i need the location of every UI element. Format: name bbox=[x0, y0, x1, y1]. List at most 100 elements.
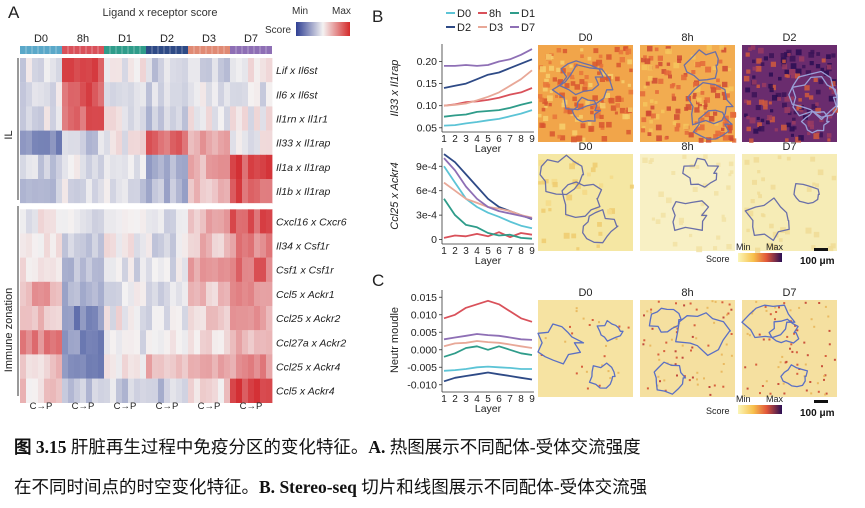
heatmap-cell bbox=[218, 378, 225, 403]
map-speckle bbox=[675, 331, 678, 334]
heatmap-cell bbox=[230, 154, 237, 180]
map-speckle bbox=[758, 333, 761, 336]
map-speckle bbox=[826, 133, 832, 138]
map-speckle bbox=[641, 57, 646, 63]
map-speckle bbox=[627, 107, 633, 112]
heatmap-cell bbox=[242, 130, 249, 155]
x-axis-label: Layer bbox=[475, 403, 502, 415]
score-legend: Min Max Score bbox=[265, 6, 351, 36]
map-speckle bbox=[694, 107, 700, 113]
heatmap-cell bbox=[260, 209, 267, 234]
heatmap-cell bbox=[176, 257, 183, 282]
heatmap-cell bbox=[80, 130, 87, 155]
heatmap-cell bbox=[218, 82, 225, 107]
heatmap-cell bbox=[152, 209, 159, 234]
heatmap-cell bbox=[242, 306, 249, 331]
heatmap-cell bbox=[260, 233, 267, 258]
heatmap-cell bbox=[32, 257, 39, 282]
heatmap-cell bbox=[68, 179, 75, 204]
heatmap-cell bbox=[236, 233, 243, 258]
heatmap-cell bbox=[266, 179, 273, 204]
heatmap-cell bbox=[116, 130, 123, 155]
heatmap-cell bbox=[218, 354, 225, 379]
row-label: Il34 x Csf1r bbox=[276, 241, 330, 253]
heatmap-cell bbox=[260, 154, 267, 180]
map-speckle bbox=[596, 59, 603, 66]
heatmap-cell bbox=[200, 281, 207, 307]
row-label: Cxcl16 x Cxcr6 bbox=[276, 216, 347, 228]
heatmap-cell bbox=[158, 179, 165, 204]
heatmap-cell bbox=[122, 58, 129, 83]
map-speckle bbox=[714, 300, 717, 303]
zonation-contour bbox=[741, 304, 796, 339]
map-speckle bbox=[629, 68, 633, 73]
heatmap-cell bbox=[158, 58, 165, 83]
heatmap-cell bbox=[56, 179, 63, 204]
heatmap-cell bbox=[182, 354, 189, 379]
heatmap-cell bbox=[56, 378, 63, 403]
map-speckle bbox=[833, 358, 836, 361]
map-speckle bbox=[681, 344, 684, 347]
map-speckle bbox=[715, 93, 721, 99]
heatmap-cell bbox=[242, 82, 249, 107]
map-speckle bbox=[619, 107, 626, 114]
heatmap-cell bbox=[74, 281, 81, 307]
heatmap-cell bbox=[32, 281, 39, 307]
series-line-8h bbox=[443, 231, 533, 239]
heatmap-cell bbox=[128, 233, 135, 258]
map-speckle bbox=[759, 392, 761, 395]
heatmap-cell bbox=[158, 106, 165, 131]
heatmap-cell bbox=[32, 354, 39, 379]
x-tick-label: 3 bbox=[463, 394, 469, 405]
heatmap-cell bbox=[164, 233, 171, 258]
heatmap-cell bbox=[128, 330, 135, 355]
heatmap-cell bbox=[98, 378, 105, 403]
map-speckle bbox=[706, 45, 712, 51]
map-speckle bbox=[641, 64, 648, 71]
zonation-contour bbox=[537, 323, 585, 365]
map-speckle bbox=[544, 102, 548, 106]
map-speckle bbox=[789, 69, 796, 75]
map-speckle bbox=[804, 301, 807, 304]
heatmap-cell bbox=[242, 154, 249, 180]
heatmap-cell bbox=[56, 106, 63, 131]
heatmap-cell bbox=[230, 209, 237, 234]
heatmap-cell bbox=[170, 209, 177, 234]
heatmap-cell bbox=[218, 179, 225, 204]
map-speckle bbox=[657, 375, 660, 378]
heatmap-cell bbox=[110, 179, 117, 204]
series-line-d7 bbox=[443, 333, 533, 341]
map-speckle bbox=[699, 106, 704, 111]
map-speckle bbox=[799, 105, 804, 110]
heatmap-cell bbox=[152, 378, 159, 403]
heatmap-cell bbox=[182, 58, 189, 83]
map-speckle bbox=[767, 115, 773, 120]
map-speckle bbox=[761, 385, 764, 387]
heatmap-cell bbox=[38, 154, 45, 180]
heatmap-cell bbox=[194, 354, 201, 379]
map-speckle bbox=[817, 132, 823, 138]
heatmap-cell bbox=[260, 257, 267, 282]
map-speckle bbox=[651, 327, 654, 330]
map-speckle bbox=[678, 217, 684, 223]
map-speckle bbox=[592, 104, 598, 109]
map-speckle bbox=[538, 181, 542, 185]
heatmap-cell bbox=[128, 354, 135, 379]
heatmap-cell bbox=[248, 281, 255, 307]
heatmap-cell bbox=[116, 154, 123, 180]
map-title: 8h bbox=[681, 141, 693, 153]
heatmap-cell bbox=[116, 378, 123, 403]
figure: A Ligand x receptor score Min Max Score … bbox=[3, 3, 838, 419]
map-speckle bbox=[813, 133, 820, 140]
heatmap-cell bbox=[98, 154, 105, 180]
heatmap-cell bbox=[140, 330, 147, 355]
map-speckle bbox=[580, 48, 584, 52]
map-speckle bbox=[774, 306, 777, 309]
heatmap-cell bbox=[224, 58, 231, 83]
heatmap-cell bbox=[98, 306, 105, 331]
heatmap-cell bbox=[152, 354, 159, 379]
map-speckle bbox=[696, 127, 700, 131]
x-tick-label: 4 bbox=[474, 394, 480, 405]
map-speckle bbox=[658, 191, 664, 197]
map-speckle bbox=[566, 194, 573, 201]
